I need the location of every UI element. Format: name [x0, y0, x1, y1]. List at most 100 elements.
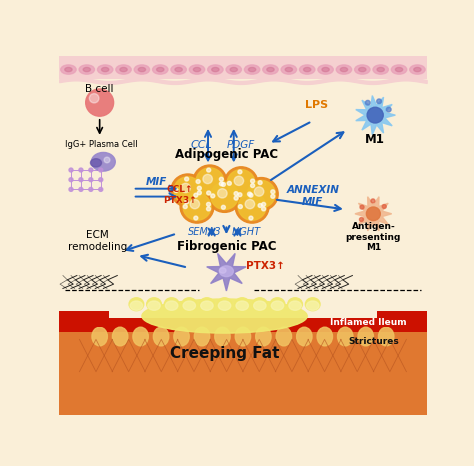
Ellipse shape [212, 68, 219, 72]
Text: IgG+ Plasma Cell: IgG+ Plasma Cell [65, 140, 138, 150]
Ellipse shape [255, 327, 271, 346]
Circle shape [174, 177, 202, 204]
Ellipse shape [219, 268, 226, 273]
Circle shape [386, 107, 391, 112]
Text: SEMA3: SEMA3 [188, 227, 221, 237]
Ellipse shape [138, 68, 146, 72]
Ellipse shape [297, 327, 312, 346]
Ellipse shape [355, 65, 370, 74]
Ellipse shape [146, 298, 161, 311]
Ellipse shape [92, 327, 108, 346]
Circle shape [251, 179, 255, 183]
Ellipse shape [156, 68, 164, 72]
Circle shape [183, 205, 187, 209]
Circle shape [194, 216, 198, 220]
Circle shape [196, 168, 224, 195]
Circle shape [207, 202, 210, 206]
Ellipse shape [112, 327, 128, 346]
Circle shape [180, 190, 214, 223]
Circle shape [99, 168, 103, 172]
Ellipse shape [219, 301, 231, 310]
Circle shape [251, 184, 255, 187]
Circle shape [79, 168, 83, 172]
Ellipse shape [336, 65, 352, 74]
Ellipse shape [236, 301, 248, 310]
Circle shape [219, 182, 223, 186]
Circle shape [224, 167, 258, 200]
Ellipse shape [154, 327, 169, 346]
Ellipse shape [120, 68, 127, 72]
Circle shape [371, 199, 375, 203]
Circle shape [245, 199, 255, 209]
Ellipse shape [267, 68, 274, 72]
Ellipse shape [270, 298, 285, 311]
Ellipse shape [271, 301, 284, 310]
Ellipse shape [116, 65, 131, 74]
Ellipse shape [276, 327, 292, 346]
Ellipse shape [395, 68, 403, 72]
Circle shape [89, 178, 93, 182]
Circle shape [99, 178, 103, 182]
Ellipse shape [164, 298, 179, 311]
Circle shape [69, 178, 73, 182]
Text: Creeping Fat: Creeping Fat [170, 346, 279, 361]
Circle shape [194, 193, 198, 197]
Ellipse shape [219, 266, 233, 277]
Circle shape [262, 202, 265, 206]
Text: PDGF: PDGF [227, 140, 255, 150]
Circle shape [258, 181, 262, 185]
Circle shape [174, 189, 178, 192]
Text: CCL: CCL [191, 140, 213, 150]
Circle shape [185, 177, 189, 181]
Circle shape [89, 168, 93, 172]
Circle shape [197, 186, 201, 190]
Circle shape [245, 178, 278, 211]
Text: M1: M1 [365, 133, 385, 146]
Circle shape [227, 170, 255, 197]
Circle shape [377, 99, 382, 103]
Text: ANNEXIN
MIF: ANNEXIN MIF [286, 185, 339, 206]
Ellipse shape [254, 301, 266, 310]
Ellipse shape [91, 152, 115, 171]
Circle shape [208, 179, 241, 212]
Ellipse shape [200, 298, 214, 311]
Ellipse shape [142, 299, 307, 333]
Circle shape [210, 182, 238, 210]
Ellipse shape [281, 65, 297, 74]
Ellipse shape [337, 327, 353, 346]
Circle shape [238, 170, 242, 174]
Ellipse shape [148, 301, 160, 310]
FancyBboxPatch shape [59, 332, 427, 415]
Circle shape [207, 168, 211, 172]
Circle shape [228, 181, 231, 185]
Ellipse shape [359, 68, 366, 72]
Ellipse shape [377, 68, 384, 72]
Circle shape [196, 179, 200, 184]
Ellipse shape [289, 301, 301, 310]
Ellipse shape [248, 68, 256, 72]
Circle shape [185, 200, 189, 204]
Circle shape [359, 218, 364, 221]
Text: ECM
remodeling: ECM remodeling [68, 230, 128, 252]
Circle shape [262, 207, 265, 211]
Circle shape [190, 199, 200, 209]
Ellipse shape [130, 301, 143, 310]
Circle shape [249, 216, 253, 220]
Ellipse shape [201, 301, 213, 310]
Ellipse shape [410, 65, 425, 74]
Circle shape [86, 89, 114, 116]
FancyBboxPatch shape [377, 311, 427, 327]
Circle shape [234, 176, 244, 185]
Text: Adipogenic PAC: Adipogenic PAC [175, 148, 278, 161]
Ellipse shape [194, 327, 210, 346]
Circle shape [89, 187, 93, 192]
Ellipse shape [208, 65, 223, 74]
Circle shape [219, 177, 223, 181]
Circle shape [104, 157, 110, 163]
Text: B cell: B cell [85, 84, 114, 94]
Ellipse shape [303, 68, 311, 72]
Circle shape [99, 187, 103, 192]
Circle shape [69, 187, 73, 192]
Ellipse shape [318, 65, 333, 74]
Ellipse shape [65, 68, 72, 72]
